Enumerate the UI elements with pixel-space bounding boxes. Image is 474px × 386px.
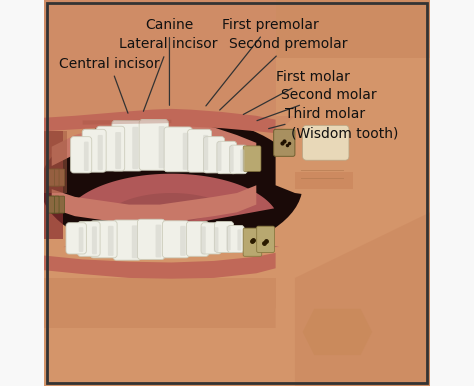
Polygon shape [44, 109, 275, 133]
Text: Lateral incisor: Lateral incisor [119, 37, 218, 111]
FancyBboxPatch shape [203, 137, 225, 173]
FancyBboxPatch shape [217, 142, 221, 171]
Polygon shape [44, 131, 64, 239]
FancyBboxPatch shape [243, 146, 261, 171]
Text: Canine: Canine [146, 18, 193, 105]
FancyBboxPatch shape [240, 149, 245, 172]
Polygon shape [102, 193, 241, 243]
Text: Central incisor: Central incisor [59, 57, 160, 113]
FancyBboxPatch shape [113, 220, 141, 260]
FancyBboxPatch shape [243, 228, 262, 256]
FancyBboxPatch shape [97, 126, 125, 171]
FancyBboxPatch shape [180, 226, 186, 256]
FancyBboxPatch shape [55, 169, 64, 186]
Polygon shape [283, 0, 430, 386]
FancyBboxPatch shape [84, 142, 89, 171]
FancyBboxPatch shape [217, 141, 237, 174]
FancyBboxPatch shape [51, 169, 59, 186]
FancyBboxPatch shape [302, 125, 349, 160]
Polygon shape [44, 0, 345, 328]
FancyBboxPatch shape [92, 226, 97, 254]
Text: Second premolar: Second premolar [220, 37, 348, 110]
FancyBboxPatch shape [183, 133, 189, 170]
FancyBboxPatch shape [188, 129, 211, 172]
FancyBboxPatch shape [230, 145, 247, 174]
Polygon shape [44, 270, 295, 386]
Text: Second molar: Second molar [257, 88, 377, 121]
Polygon shape [275, 174, 430, 386]
FancyBboxPatch shape [115, 132, 121, 169]
FancyBboxPatch shape [98, 135, 103, 170]
FancyBboxPatch shape [257, 226, 274, 252]
Polygon shape [52, 185, 256, 224]
FancyBboxPatch shape [155, 225, 161, 257]
FancyBboxPatch shape [201, 226, 206, 254]
Polygon shape [295, 212, 430, 386]
FancyBboxPatch shape [273, 129, 295, 156]
FancyBboxPatch shape [201, 223, 221, 254]
FancyBboxPatch shape [186, 222, 209, 256]
FancyBboxPatch shape [132, 127, 138, 169]
FancyBboxPatch shape [229, 146, 234, 172]
FancyBboxPatch shape [228, 225, 244, 252]
Polygon shape [275, 0, 430, 58]
FancyBboxPatch shape [108, 226, 114, 256]
Text: First molar: First molar [243, 70, 349, 115]
Polygon shape [44, 253, 275, 279]
Polygon shape [82, 120, 172, 125]
Text: (Wisdom tooth): (Wisdom tooth) [291, 126, 399, 140]
Polygon shape [295, 172, 353, 189]
FancyBboxPatch shape [47, 169, 55, 186]
FancyBboxPatch shape [79, 227, 83, 252]
Polygon shape [52, 120, 256, 166]
FancyBboxPatch shape [55, 196, 64, 213]
FancyBboxPatch shape [71, 137, 92, 173]
Polygon shape [44, 0, 430, 386]
FancyBboxPatch shape [91, 221, 117, 258]
FancyBboxPatch shape [164, 127, 192, 172]
FancyBboxPatch shape [47, 196, 55, 213]
Polygon shape [275, 108, 392, 197]
FancyBboxPatch shape [139, 120, 168, 170]
Polygon shape [275, 0, 430, 116]
FancyBboxPatch shape [78, 222, 100, 256]
FancyBboxPatch shape [112, 120, 142, 171]
Text: First premolar: First premolar [206, 18, 319, 106]
Polygon shape [44, 0, 295, 154]
Polygon shape [245, 147, 260, 170]
Polygon shape [64, 174, 280, 247]
FancyBboxPatch shape [237, 229, 241, 251]
FancyBboxPatch shape [66, 223, 86, 254]
Polygon shape [302, 309, 372, 355]
FancyBboxPatch shape [51, 196, 59, 213]
FancyBboxPatch shape [159, 126, 165, 168]
Polygon shape [40, 116, 302, 255]
FancyBboxPatch shape [214, 227, 219, 252]
Text: Third molar: Third molar [269, 107, 365, 129]
Polygon shape [44, 278, 275, 328]
FancyBboxPatch shape [215, 222, 234, 252]
FancyBboxPatch shape [163, 221, 189, 258]
FancyBboxPatch shape [226, 226, 231, 251]
FancyBboxPatch shape [132, 225, 137, 258]
FancyBboxPatch shape [203, 135, 208, 170]
FancyBboxPatch shape [137, 219, 165, 259]
Polygon shape [121, 212, 179, 232]
FancyBboxPatch shape [82, 129, 106, 172]
Polygon shape [44, 131, 67, 193]
